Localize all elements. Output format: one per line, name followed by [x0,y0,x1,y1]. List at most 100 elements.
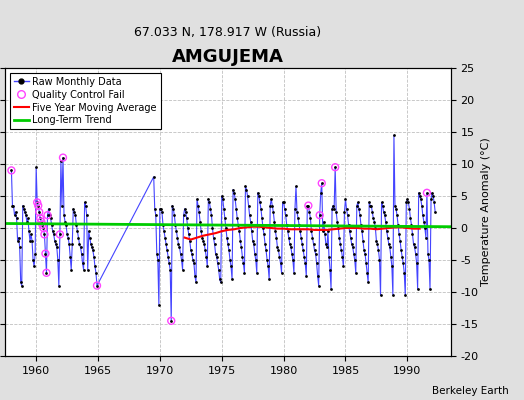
Point [414,190,423,196]
Point [301,260,310,266]
Point [253,270,261,276]
Point [252,257,260,263]
Point [234,222,243,228]
Point [156,206,164,212]
Point [428,190,436,196]
Point [374,247,383,254]
Point [187,247,195,254]
Point [328,206,336,212]
Point [323,244,331,250]
Point [274,247,282,254]
Point [230,190,238,196]
Point [355,206,363,212]
Point [166,266,174,273]
Point [203,263,212,270]
Point [188,250,196,257]
Point [196,218,204,225]
Point [313,273,322,279]
Point [403,196,411,202]
Point [239,260,248,266]
Point [309,241,318,247]
Point [378,202,387,209]
Point [393,212,401,218]
Point [235,228,244,234]
Point [154,257,162,263]
Point [354,199,362,206]
Point [209,234,217,241]
Point [197,228,205,234]
Point [206,206,215,212]
Point [263,257,271,263]
Point [177,257,185,263]
Point [271,228,280,234]
Point [321,231,329,238]
Point [292,183,300,190]
Point [318,180,326,186]
Point [41,250,50,257]
Point [364,279,373,286]
Point [89,247,97,254]
Point [267,196,276,202]
Point [422,234,430,241]
Point [82,212,91,218]
Point [386,244,394,250]
Point [407,222,416,228]
Point [214,266,223,273]
Point [276,260,285,266]
Point [396,238,405,244]
Point [49,228,57,234]
Point [195,209,203,215]
Point [240,270,248,276]
Point [291,206,299,212]
Point [329,202,337,209]
Point [242,186,250,193]
Point [179,212,188,218]
Point [367,202,375,209]
Point [61,218,69,225]
Point [260,231,268,238]
Point [176,244,184,250]
Point [13,215,21,222]
Point [75,241,84,247]
Point [42,270,51,276]
Point [366,202,375,209]
Point [185,238,194,244]
Point [360,247,368,254]
Point [285,234,293,241]
Point [38,222,47,228]
Point [24,215,32,222]
Point [332,209,341,215]
Point [395,231,403,238]
Point [173,234,182,241]
Point [237,244,246,250]
Point [286,241,294,247]
Point [159,222,167,228]
Point [47,215,55,222]
Point [401,292,409,298]
Point [368,209,376,215]
Point [330,206,339,212]
Point [39,225,48,231]
Point [50,238,59,244]
Point [376,292,385,298]
Point [226,257,234,263]
Point [236,238,245,244]
Point [77,244,85,250]
Point [302,273,311,279]
Point [73,228,82,234]
Point [357,222,365,228]
Point [365,199,374,206]
Point [322,241,330,247]
Point [387,254,395,260]
Point [85,234,94,241]
Point [283,228,292,234]
Point [217,193,226,199]
Point [233,215,242,222]
Point [152,250,161,257]
Point [59,154,67,161]
Point [293,209,301,215]
Y-axis label: Temperature Anomaly (°C): Temperature Anomaly (°C) [481,138,492,286]
Point [92,270,100,276]
Point [325,254,333,260]
Point [12,209,20,215]
